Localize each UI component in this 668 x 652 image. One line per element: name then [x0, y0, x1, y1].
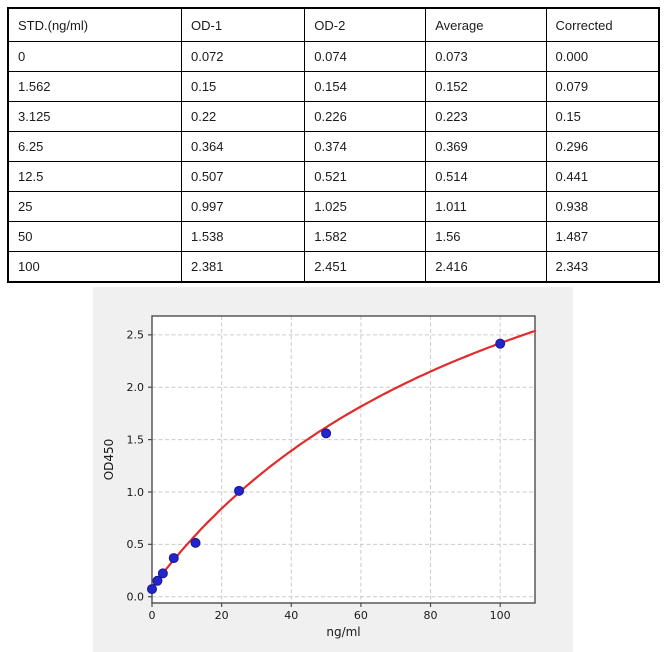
table-cell: 0.296: [545, 131, 660, 162]
x-axis-label: ng/ml: [326, 625, 360, 639]
table-row: 25 0.997 1.025 1.011 0.938: [7, 191, 660, 222]
table-cell: 0.514: [425, 161, 547, 192]
data-point: [234, 485, 245, 496]
column-header: Corrected: [545, 7, 660, 42]
fit-curve: [150, 329, 537, 589]
column-header: OD-2: [304, 7, 427, 42]
table-cell: 0.521: [304, 161, 427, 192]
table-cell: 0.154: [304, 71, 427, 102]
table-cell: 0.22: [180, 101, 306, 132]
plot-background: [152, 316, 535, 603]
column-header: Average: [425, 7, 547, 42]
table-cell: 0.15: [180, 71, 306, 102]
table-cell: 0.152: [425, 71, 547, 102]
y-tick-label: 1.5: [127, 433, 145, 446]
y-tick-label: 2.5: [127, 329, 145, 342]
data-point: [147, 584, 157, 595]
table-row: 1.562 0.15 0.154 0.152 0.079: [7, 71, 660, 102]
table-cell: 0.079: [545, 71, 660, 102]
table-cell: 0.938: [545, 191, 660, 222]
table-cell: 0.364: [180, 131, 306, 162]
table-cell: 0.507: [180, 161, 306, 192]
data-point: [190, 537, 201, 548]
x-tick-label: 40: [284, 609, 298, 622]
y-tick-label: 1.0: [127, 486, 145, 499]
table-cell: 1.538: [180, 221, 306, 252]
data-point: [495, 338, 506, 349]
x-tick-label: 20: [215, 609, 229, 622]
column-header: OD-1: [180, 7, 306, 42]
x-tick-label: 0: [149, 609, 156, 622]
data-point: [321, 428, 332, 439]
table-cell: 0.226: [304, 101, 427, 132]
table-cell: 2.416: [425, 251, 547, 283]
table-cell: 3.125: [7, 101, 182, 132]
table-cell: 0.15: [545, 101, 660, 132]
data-point: [168, 553, 179, 564]
table-cell: 1.011: [425, 191, 547, 222]
y-tick-label: 0.0: [127, 591, 145, 604]
table-cell: 6.25: [7, 131, 182, 162]
table-row: 3.125 0.22 0.226 0.223 0.15: [7, 101, 660, 132]
x-tick-label: 60: [354, 609, 368, 622]
column-header: STD.(ng/ml): [7, 7, 182, 42]
table-row: 100 2.381 2.451 2.416 2.343: [7, 251, 660, 283]
table-cell: 2.343: [545, 251, 660, 283]
standard-curve-figure: 0 20 40 60 80 100 0.0 0.5 1.0 1.5 2.0 2.5 ng/ml OD450: [93, 287, 573, 652]
table-cell: 1.025: [304, 191, 427, 222]
x-tick-label: 80: [424, 609, 438, 622]
table-cell: 2.381: [180, 251, 306, 283]
table-cell: 100: [7, 251, 182, 283]
table-cell: 0.374: [304, 131, 427, 162]
table-cell: 2.451: [304, 251, 427, 283]
table-cell: 0.072: [180, 41, 306, 72]
standard-curve-chart: 0 20 40 60 80 100 0.0 0.5 1.0 1.5 2.0 2.5 ng/ml OD450: [93, 287, 573, 652]
table-cell: 0.441: [545, 161, 660, 192]
y-tick-label: 2.0: [127, 381, 145, 394]
table-cell: 25: [7, 191, 182, 222]
data-point: [157, 568, 168, 579]
table-cell: 12.5: [7, 161, 182, 192]
table-cell: 0.369: [425, 131, 547, 162]
data-points: [147, 338, 506, 595]
table-cell: 1.582: [304, 221, 427, 252]
table-cell: 50: [7, 221, 182, 252]
y-axis-label: OD450: [102, 439, 116, 481]
tick-labels: 0 20 40 60 80 100 0.0 0.5 1.0 1.5 2.0 2.5: [127, 329, 511, 622]
table-row: 0 0.072 0.074 0.073 0.000: [7, 41, 660, 72]
plot-spines: [151, 315, 536, 604]
table-row: 12.5 0.507 0.521 0.514 0.441: [7, 161, 660, 192]
table-cell: 0.223: [425, 101, 547, 132]
table-cell: 1.562: [7, 71, 182, 102]
x-tick-label: 100: [490, 609, 511, 622]
table-cell: 1.56: [425, 221, 547, 252]
table-row: 50 1.538 1.582 1.56 1.487: [7, 221, 660, 252]
table-cell: 0.000: [545, 41, 660, 72]
table-header-row: STD.(ng/ml) OD-1 OD-2 Average Corrected: [7, 7, 660, 42]
table-cell: 0: [7, 41, 182, 72]
table-cell: 0.073: [425, 41, 547, 72]
standards-table: STD.(ng/ml) OD-1 OD-2 Average Corrected 0 0.0…: [7, 7, 660, 283]
data-point: [152, 575, 163, 586]
table-cell: 0.074: [304, 41, 427, 72]
table-row: 6.25 0.364 0.374 0.369 0.296: [7, 131, 660, 162]
table-cell: 1.487: [545, 221, 660, 252]
y-tick-label: 0.5: [127, 538, 145, 551]
table-cell: 0.997: [180, 191, 306, 222]
